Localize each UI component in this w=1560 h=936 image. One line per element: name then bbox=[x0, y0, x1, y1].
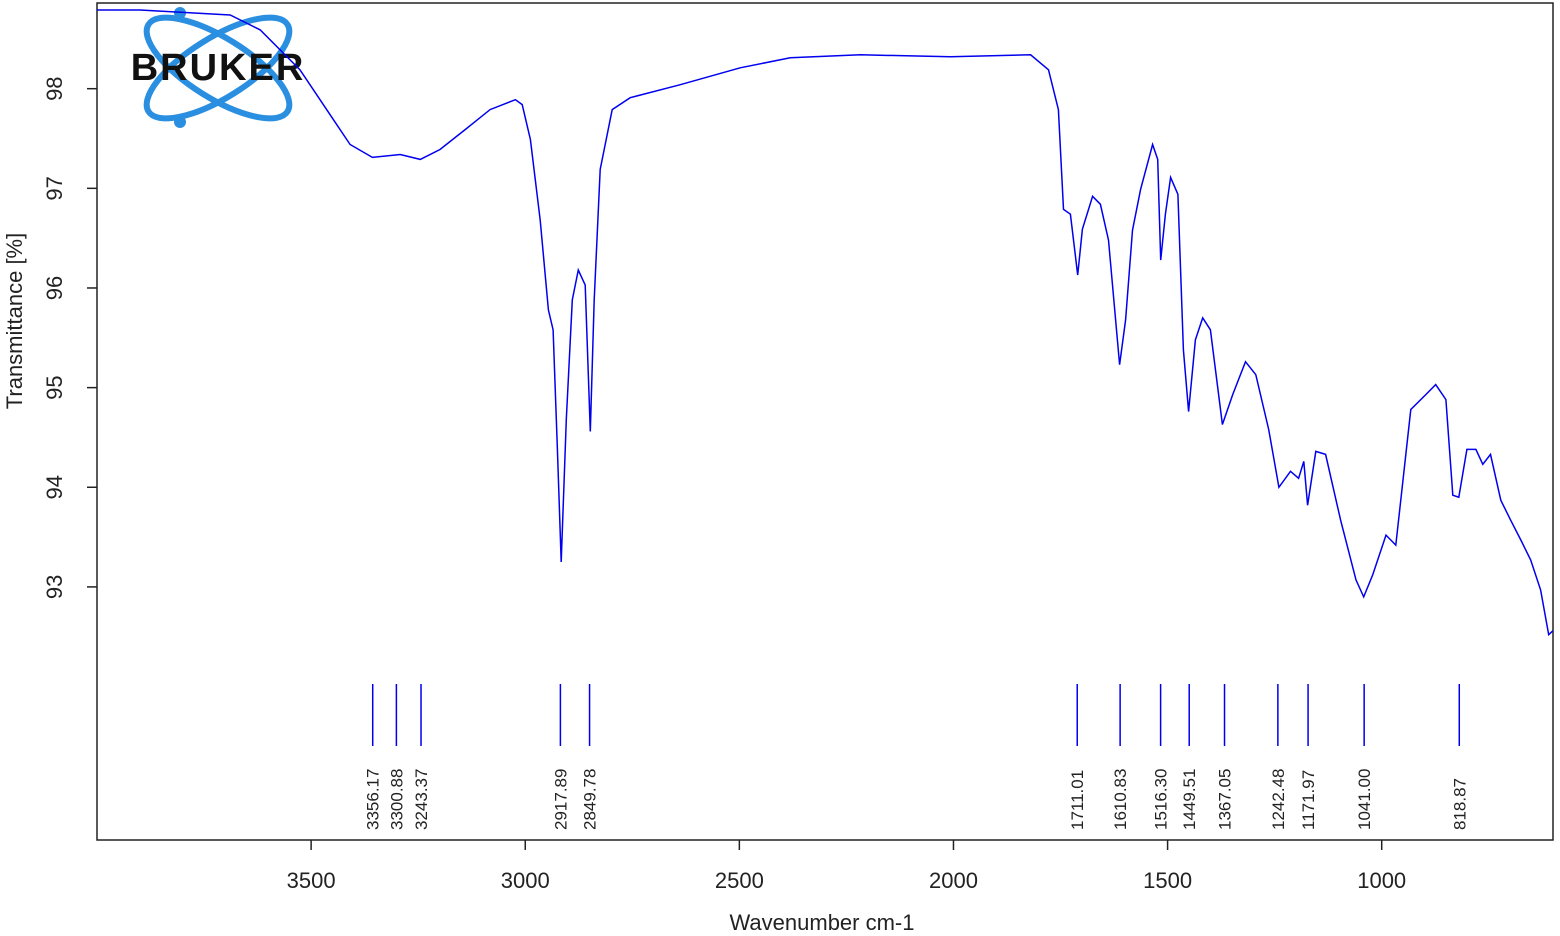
logo-orbit bbox=[143, 14, 293, 122]
peak-label: 3300.88 bbox=[387, 769, 406, 830]
x-tick-label: 2500 bbox=[715, 868, 764, 893]
x-tick-label: 3000 bbox=[501, 868, 550, 893]
logo-text: BRUKER bbox=[131, 47, 306, 89]
peak-label: 1449.51 bbox=[1180, 769, 1199, 830]
y-tick-label: 95 bbox=[42, 375, 67, 399]
peak-label: 1367.05 bbox=[1216, 769, 1235, 830]
x-tick-label: 3500 bbox=[287, 868, 336, 893]
peak-label: 2849.78 bbox=[581, 769, 600, 830]
plot-frame bbox=[96, 2, 1554, 841]
spectrum-line bbox=[97, 9, 1554, 637]
peak-label: 3356.17 bbox=[364, 769, 383, 830]
y-tick-label: 94 bbox=[42, 475, 67, 499]
peak-label: 1516.30 bbox=[1152, 769, 1171, 830]
logo: BRUKER bbox=[131, 7, 306, 128]
peak-label: 1711.01 bbox=[1068, 770, 1087, 830]
peak-label: 818.87 bbox=[1450, 778, 1469, 830]
logo-dot bbox=[174, 116, 186, 128]
x-tick-label: 2000 bbox=[929, 868, 978, 893]
peak-label: 3243.37 bbox=[412, 769, 431, 830]
peak-label: 1171.97 bbox=[1299, 770, 1318, 830]
peak-label: 1610.83 bbox=[1111, 769, 1130, 830]
peak-label: 1242.48 bbox=[1269, 769, 1288, 830]
logo-orbit bbox=[143, 14, 293, 122]
x-tick-label: 1500 bbox=[1143, 868, 1192, 893]
y-tick-label: 96 bbox=[42, 276, 67, 300]
peak-label: 1041.00 bbox=[1355, 769, 1374, 830]
y-tick-label: 98 bbox=[42, 76, 67, 100]
peak-label: 2917.89 bbox=[551, 769, 570, 830]
x-tick-label: 1000 bbox=[1357, 868, 1406, 893]
y-tick-label: 97 bbox=[42, 176, 67, 200]
logo-dot bbox=[174, 7, 186, 19]
y-axis-label: Transmittance [%] bbox=[2, 233, 27, 409]
y-tick-label: 93 bbox=[42, 575, 67, 599]
x-axis-label: Wavenumber cm-1 bbox=[729, 910, 914, 935]
